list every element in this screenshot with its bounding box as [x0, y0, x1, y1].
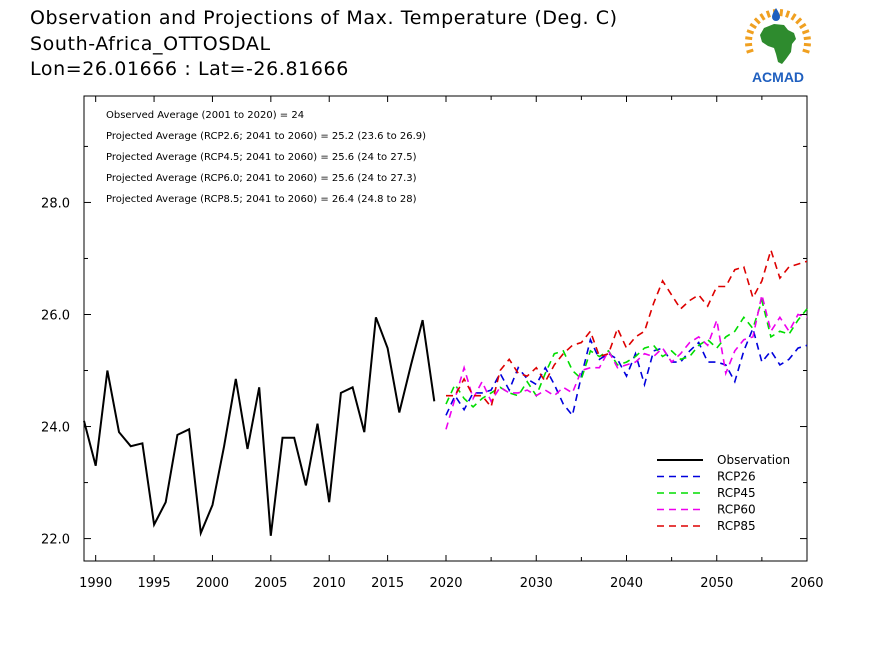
annotation-line: Projected Average (RCP6.0; 2041 to 2060)… [106, 173, 417, 184]
series-line-rcp60 [445, 294, 808, 430]
sun-ray [759, 13, 766, 21]
x-tick-label: 1995 [138, 576, 171, 591]
sun-ray [745, 36, 753, 41]
annotation-line: Observed Average (2001 to 2020) = 24 [106, 110, 304, 121]
x-tick-label: 2000 [196, 576, 229, 591]
sun-ray [803, 36, 811, 41]
legend: Observation RCP26 RCP45 RCP60 RCP85 [657, 453, 790, 533]
sun-ray [790, 13, 797, 21]
sun-ray [802, 48, 810, 54]
acmad-logo: ACMAD [745, 8, 811, 85]
x-tick-label: 2010 [313, 576, 346, 591]
x-tick-label: 2005 [254, 576, 287, 591]
y-tick-label: 28.0 [41, 196, 70, 211]
sun-ray [801, 29, 810, 35]
annotation-line: Projected Average (RCP4.5; 2041 to 2060)… [106, 152, 417, 163]
africa-map-icon [760, 24, 796, 64]
x-tick-label: 2050 [700, 576, 733, 591]
chart-title: Observation and Projections of Max. Temp… [30, 7, 618, 29]
water-drop-icon [772, 8, 780, 21]
legend-label: RCP60 [717, 503, 756, 517]
legend-label: Observation [717, 453, 790, 467]
series-line-rcp45 [445, 297, 808, 408]
legend-label: RCP85 [717, 519, 756, 533]
logo-text: ACMAD [752, 69, 804, 85]
series-line-observation [83, 316, 436, 537]
sun-ray [785, 10, 791, 18]
series-line-rcp85 [446, 247, 808, 409]
sun-ray [803, 42, 811, 47]
y-tick-label: 24.0 [41, 421, 70, 436]
sun-ray [765, 10, 771, 18]
y-tick-label: 22.0 [41, 533, 70, 548]
plot-frame [83, 95, 808, 562]
axis-ticks: 1990 1995 2000 2005 2010 2015 2020 2030 2040 2050… [41, 96, 824, 591]
x-tick-label: 2030 [520, 576, 553, 591]
x-tick-label: 2015 [371, 576, 404, 591]
sun-ray [745, 42, 753, 47]
x-tick-label: 2060 [790, 576, 823, 591]
x-tick-label: 1990 [79, 576, 112, 591]
y-tick-label: 26.0 [41, 308, 70, 323]
sun-ray [795, 17, 803, 25]
sun-ray [753, 17, 761, 25]
x-tick-label: 2040 [610, 576, 643, 591]
sun-ray [746, 29, 755, 35]
location-label: South-Africa_OTTOSDAL [30, 33, 271, 55]
annotations: Observed Average (2001 to 2020) = 24 Proj… [106, 110, 426, 205]
legend-label: RCP45 [717, 486, 756, 500]
sun-ray [749, 22, 757, 30]
series-group [83, 247, 808, 537]
coordinates-label: Lon=26.01666 : Lat=-26.81666 [30, 58, 349, 80]
annotation-line: Projected Average (RCP2.6; 2041 to 2060)… [106, 131, 426, 142]
series-line-rcp26 [445, 325, 808, 418]
legend-label: RCP26 [717, 470, 756, 484]
x-tick-label: 2020 [429, 576, 462, 591]
sun-ray [779, 9, 784, 17]
sun-ray [799, 22, 807, 30]
annotation-line: Projected Average (RCP8.5; 2041 to 2060)… [106, 194, 417, 205]
sun-ray [746, 48, 754, 54]
